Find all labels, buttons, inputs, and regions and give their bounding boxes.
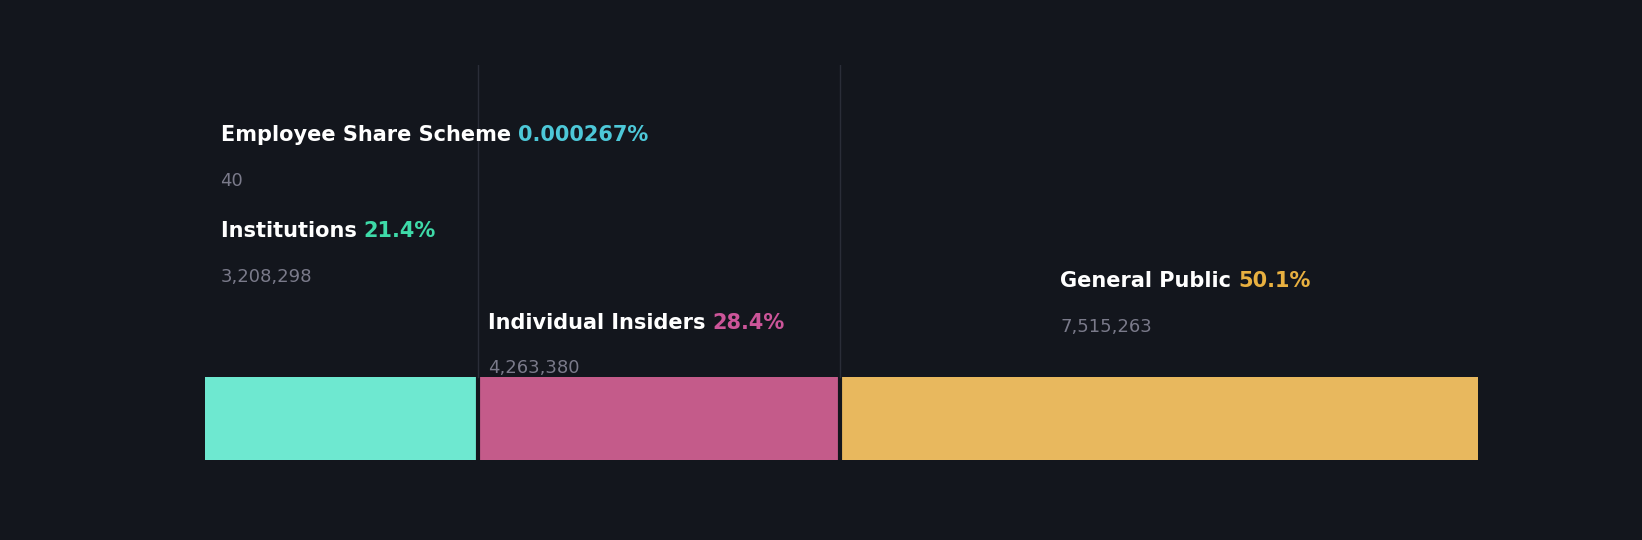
- Bar: [839, 377, 1478, 460]
- Text: 21.4%: 21.4%: [363, 221, 435, 241]
- Text: Institutions: Institutions: [220, 221, 363, 241]
- Text: Individual Insiders: Individual Insiders: [488, 313, 713, 333]
- Text: 7,515,263: 7,515,263: [1061, 318, 1153, 336]
- Bar: [478, 377, 839, 460]
- Text: 40: 40: [220, 172, 243, 190]
- Text: 4,263,380: 4,263,380: [488, 359, 580, 377]
- Bar: [205, 377, 478, 460]
- Text: 3,208,298: 3,208,298: [220, 268, 312, 286]
- Text: 0.000267%: 0.000267%: [517, 125, 649, 145]
- Text: 28.4%: 28.4%: [713, 313, 785, 333]
- Text: 50.1%: 50.1%: [1238, 271, 1310, 291]
- Text: General Public: General Public: [1061, 271, 1238, 291]
- Text: Employee Share Scheme: Employee Share Scheme: [220, 125, 517, 145]
